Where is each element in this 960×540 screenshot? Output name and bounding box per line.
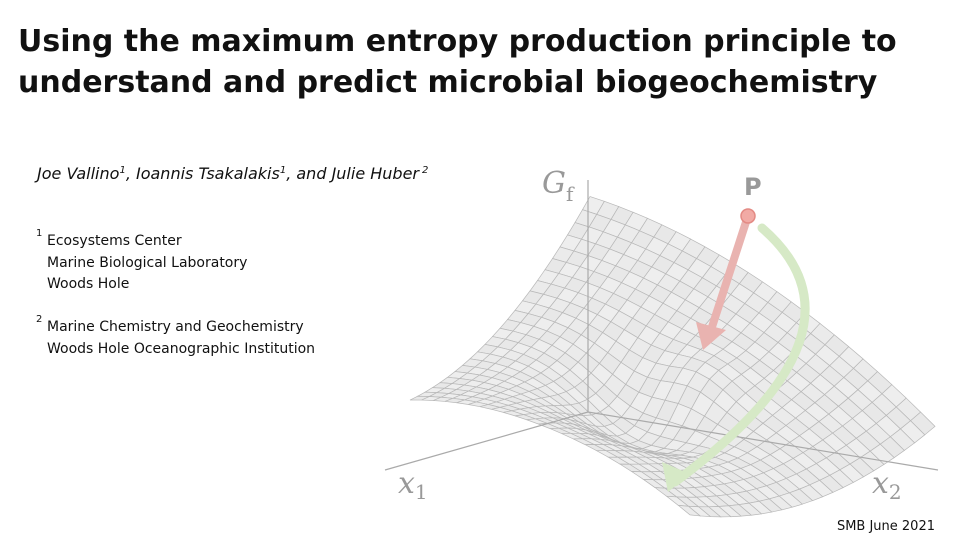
author-name: , Ioannis Tsakalakis <box>126 164 280 183</box>
axis-label-x1: x1 <box>398 466 428 504</box>
title-line: understand and predict microbial biogeoc… <box>18 65 878 100</box>
axis-label-g: Gf <box>542 166 575 206</box>
affiliation-number: 2 <box>36 314 42 325</box>
author-sup: 1 <box>119 165 125 176</box>
math-sub: f <box>566 182 575 206</box>
affiliation-line: Ecosystems Center <box>47 233 182 249</box>
math-main: G <box>542 166 566 201</box>
math-main: x <box>398 466 415 501</box>
affiliation-number: 1 <box>36 228 42 239</box>
axis-label-x2: x2 <box>872 466 902 504</box>
affiliation-line: Woods Hole <box>47 276 129 292</box>
math-sub: 2 <box>889 480 902 504</box>
math-main: x <box>872 466 889 501</box>
author-sup: 2 <box>422 165 428 176</box>
point-label: P <box>744 173 762 201</box>
surface-mesh <box>409 196 936 518</box>
affiliation-line: Woods Hole Oceanographic Institution <box>47 341 315 357</box>
axis-line <box>587 411 939 471</box>
axis-line <box>384 411 589 471</box>
author-sup: 1 <box>280 165 286 176</box>
author-name: , and Julie Huber <box>286 164 420 183</box>
footer: SMB June 2021 <box>837 519 935 534</box>
point-p <box>740 208 756 224</box>
math-sub: 1 <box>415 480 428 504</box>
axes <box>384 180 939 471</box>
mesh-cell <box>677 504 702 517</box>
affiliation-line: Marine Biological Laboratory <box>47 255 247 271</box>
green-arrowhead <box>662 462 690 492</box>
red-arrowhead <box>696 322 726 350</box>
green-path-arrow <box>670 223 810 487</box>
affiliation-line: Marine Chemistry and Geochemistry <box>47 319 304 335</box>
authors: Joe Vallino1, Ioannis Tsakalakis1, and J… <box>34 164 428 183</box>
red-arrow <box>707 218 750 334</box>
title-line: Using the maximum entropy production pri… <box>18 24 897 59</box>
author-name: Joe Vallino <box>34 164 120 183</box>
